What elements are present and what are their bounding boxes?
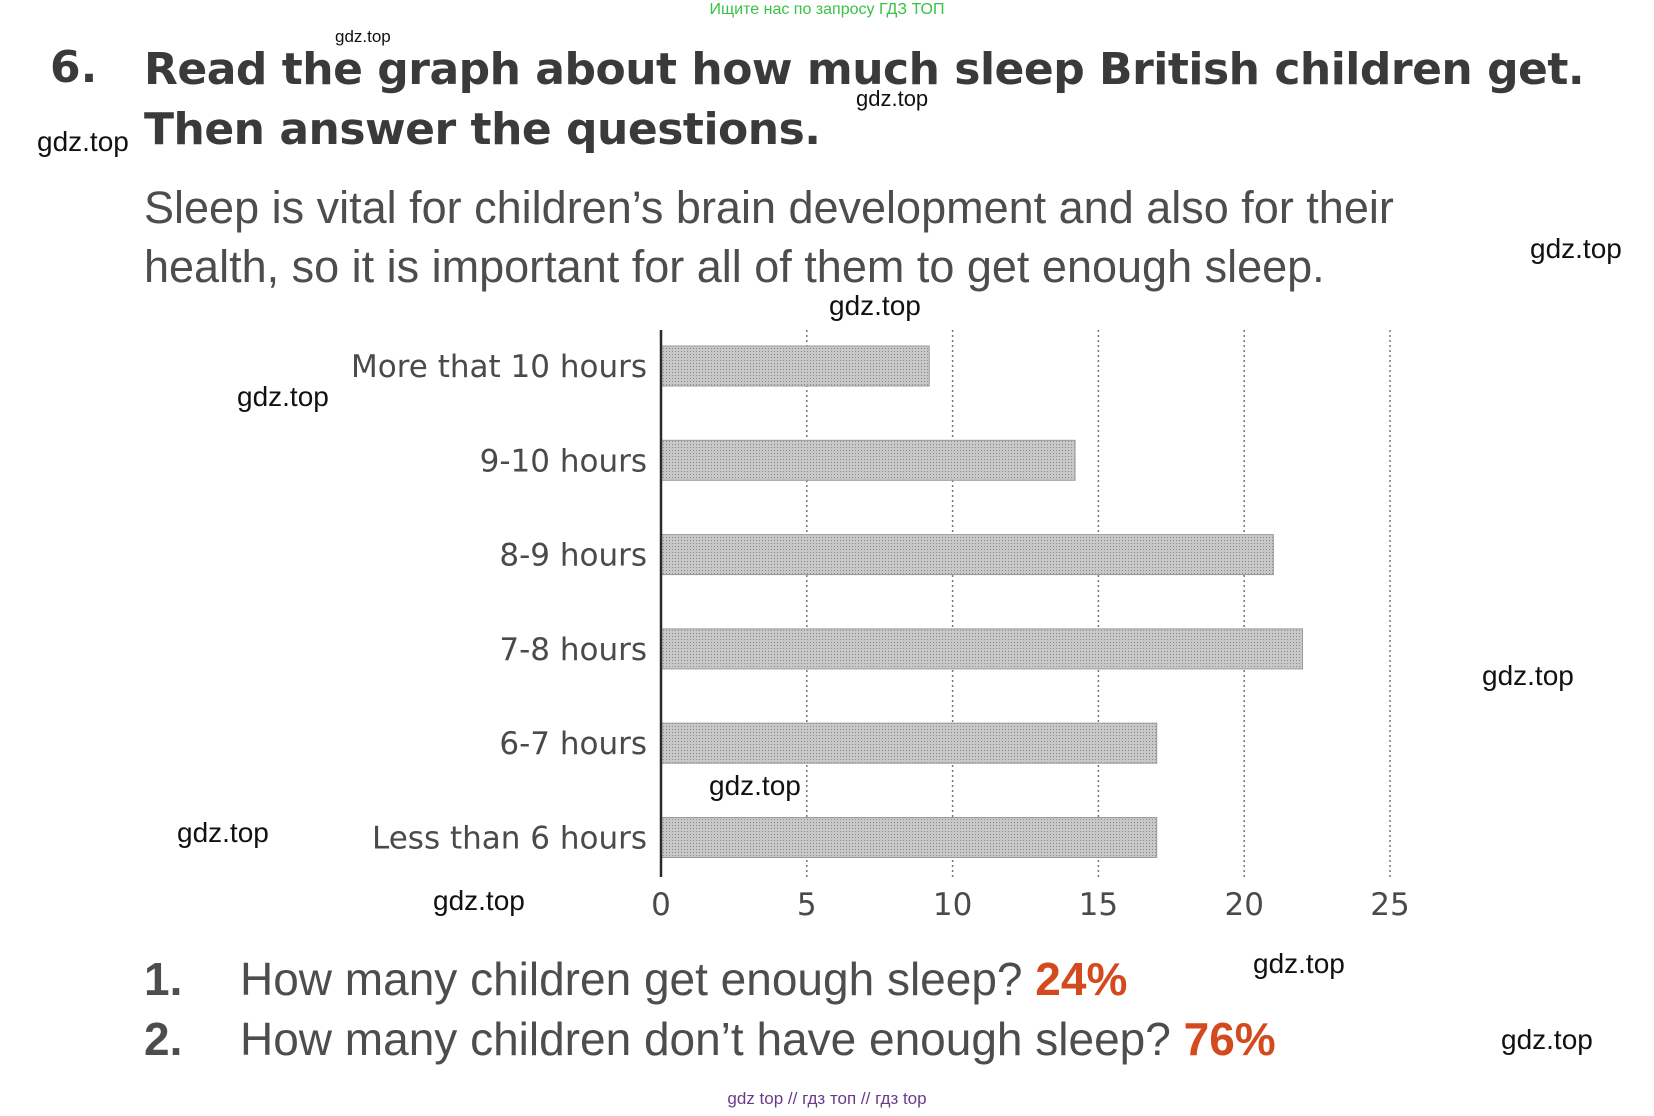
- bar: [660, 628, 1304, 670]
- exercise-heading: Read the graph about how much sleep Brit…: [144, 40, 1644, 160]
- bar: [660, 722, 1158, 764]
- x-tick-label: 10: [933, 887, 972, 923]
- category-label: More that 10 hours: [351, 349, 647, 385]
- watermark: gdz.top: [37, 126, 129, 157]
- category-label: 6-7 hours: [499, 726, 647, 762]
- x-tick-label: 5: [797, 887, 817, 923]
- top-banner[interactable]: Ищите нас по запросу ГДЗ ТОП: [709, 1, 945, 18]
- bar: [660, 439, 1076, 481]
- bar: [660, 345, 930, 387]
- watermark: gdz.top: [335, 27, 391, 46]
- intro-line-1: Sleep is vital for children’s brain deve…: [144, 182, 1394, 233]
- question-2: 2. How many children don’t have enough sl…: [144, 1012, 1276, 1066]
- intro-text: Sleep is vital for children’s brain deve…: [144, 178, 1644, 296]
- x-tick-label: 25: [1370, 887, 1409, 923]
- question-2-text: How many children don’t have enough slee…: [240, 1013, 1171, 1065]
- x-tick-label: 20: [1224, 887, 1263, 923]
- question-1-text: How many children get enough sleep?: [240, 953, 1023, 1005]
- watermark: gdz.top: [433, 885, 525, 916]
- watermark: gdz.top: [856, 86, 929, 111]
- bar: [660, 817, 1158, 858]
- question-1-answer: 24%: [1035, 953, 1128, 1005]
- bar: [660, 534, 1274, 576]
- x-tick-label: 0: [651, 887, 671, 923]
- footer-links[interactable]: gdz top // гдз топ // гдз top: [727, 1089, 927, 1108]
- watermark: gdz.top: [829, 290, 921, 321]
- watermark: gdz.top: [709, 770, 801, 801]
- watermark: gdz.top: [1530, 233, 1622, 264]
- intro-line-2: health, so it is important for all of th…: [144, 241, 1325, 292]
- question-1-number: 1.: [144, 953, 183, 1005]
- heading-line-1: Read the graph about how much sleep Brit…: [144, 44, 1585, 95]
- heading-line-2: Then answer the questions.: [144, 104, 821, 155]
- watermark: gdz.top: [177, 817, 269, 848]
- question-1: 1. How many children get enough sleep? 24…: [144, 952, 1127, 1006]
- watermark: gdz.top: [1501, 1024, 1593, 1055]
- category-label: 9-10 hours: [480, 443, 647, 479]
- question-2-answer: 76%: [1183, 1013, 1276, 1065]
- category-label: 7-8 hours: [499, 632, 647, 668]
- x-tick-label: 15: [1079, 887, 1118, 923]
- watermark: gdz.top: [237, 381, 329, 412]
- exercise-number: 6.: [50, 42, 98, 93]
- watermark: gdz.top: [1482, 660, 1574, 691]
- watermark: gdz.top: [1253, 948, 1345, 979]
- category-label: 8-9 hours: [499, 538, 647, 574]
- category-label: Less than 6 hours: [372, 821, 647, 857]
- question-2-number: 2.: [144, 1013, 183, 1065]
